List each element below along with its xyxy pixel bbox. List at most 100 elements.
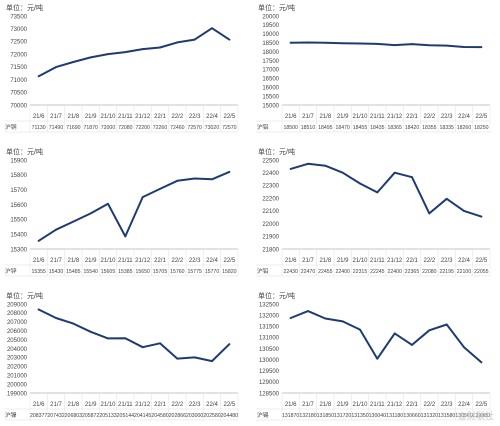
- x-tick-label: 22/3: [189, 114, 201, 120]
- data-label: 18420: [405, 125, 420, 131]
- data-point: [480, 46, 483, 49]
- data-label: 15650: [135, 269, 150, 275]
- data-point: [480, 361, 483, 364]
- data-point: [289, 41, 292, 44]
- data-label: 205144: [117, 413, 134, 419]
- data-point: [193, 38, 196, 41]
- x-tick-label: 21/11: [370, 402, 385, 408]
- y-tick-label: 132000: [259, 313, 280, 319]
- y-tick-label: 199000: [7, 391, 28, 397]
- data-label: 18435: [370, 125, 385, 131]
- table-row-label: 沪铜: [5, 123, 17, 131]
- x-tick-label: 21/11: [370, 114, 385, 120]
- x-tick-label: 22/2: [171, 258, 183, 264]
- data-label: 130560: [455, 413, 472, 419]
- data-point: [228, 38, 231, 41]
- data-label: 22100: [457, 269, 472, 275]
- x-tick-label: 22/1: [406, 258, 418, 264]
- x-tick-label: 22/3: [441, 114, 453, 120]
- y-tick-label: 72500: [10, 40, 27, 46]
- data-label: 71130: [32, 125, 46, 131]
- data-point: [428, 44, 431, 47]
- data-label: 206803: [65, 413, 82, 419]
- x-tick-label: 21/7: [50, 402, 62, 408]
- data-point: [341, 320, 344, 323]
- data-label: 18455: [353, 125, 368, 131]
- y-tick-label: 16000: [262, 86, 279, 92]
- data-label: 22400: [335, 269, 350, 275]
- x-tick-label: 22/1: [154, 258, 166, 264]
- data-point: [107, 53, 109, 56]
- data-label: 22455: [318, 269, 333, 275]
- data-point: [228, 343, 231, 346]
- data-point: [124, 235, 127, 238]
- data-label: 15540: [83, 269, 98, 275]
- data-label: 208377: [30, 413, 47, 419]
- y-tick-label: 204000: [7, 347, 28, 353]
- data-point: [324, 41, 327, 44]
- table-row-label: 沪铅: [257, 267, 269, 275]
- data-point: [289, 168, 292, 170]
- table-row-label: 沪锌: [5, 267, 17, 275]
- series-line: [289, 310, 483, 364]
- data-point: [359, 42, 361, 45]
- data-label: 15775: [187, 269, 202, 275]
- y-tick-label: 200000: [7, 382, 28, 388]
- x-tick-label: 21/12: [387, 258, 403, 264]
- x-tick-label: 21/8: [67, 258, 79, 264]
- y-tick-label: 20000: [262, 14, 279, 20]
- data-label: 202866: [169, 413, 186, 419]
- data-point: [107, 202, 109, 205]
- x-tick-label: 22/3: [441, 402, 453, 408]
- x-tick-label: 22/5: [223, 402, 235, 408]
- data-point: [324, 317, 327, 320]
- x-tick-label: 21/12: [135, 114, 151, 120]
- y-tick-label: 203000: [7, 356, 28, 362]
- data-label: 22365: [405, 269, 420, 275]
- data-label: 205872: [82, 413, 99, 419]
- data-point: [428, 329, 431, 332]
- unit-label: 单位：元/吨: [6, 291, 43, 300]
- x-tick-label: 22/4: [206, 258, 218, 264]
- data-label: 18335: [439, 125, 454, 131]
- data-point: [445, 44, 448, 47]
- x-tick-label: 21/8: [67, 114, 79, 120]
- data-label: 15385: [118, 269, 133, 275]
- data-point: [37, 75, 40, 78]
- data-label: 131580: [438, 413, 455, 419]
- data-label: 204145: [134, 413, 151, 419]
- unit-label: 单位：元/吨: [6, 3, 43, 12]
- y-tick-label: 130500: [259, 347, 280, 353]
- data-label: 15485: [66, 269, 81, 275]
- y-tick-label: 205000: [7, 338, 28, 344]
- data-label: 22245: [370, 269, 385, 275]
- y-tick-label: 18500: [262, 41, 279, 47]
- data-label: 71490: [49, 125, 64, 131]
- x-tick-label: 22/4: [458, 114, 470, 120]
- data-label: 205133: [99, 413, 116, 419]
- data-point: [307, 162, 309, 165]
- unit-label: 单位：元/吨: [258, 147, 295, 156]
- data-label: 131320: [421, 413, 438, 419]
- x-tick-label: 22/3: [441, 258, 453, 264]
- x-tick-label: 22/1: [154, 402, 166, 408]
- data-point: [393, 44, 396, 47]
- data-point: [411, 176, 413, 179]
- x-tick-label: 21/6: [33, 114, 45, 120]
- data-label: 18365: [387, 125, 402, 131]
- data-label: 15605: [101, 269, 116, 275]
- y-tick-label: 73500: [10, 14, 27, 20]
- chart-panel-4: 单位：元/吨 21800 21900 22000 22100 22200 22300 2240…: [256, 147, 491, 277]
- table-row-label: 沪锡: [257, 411, 269, 419]
- data-point: [193, 356, 196, 359]
- series-line: [37, 170, 231, 242]
- data-point: [55, 228, 57, 231]
- data-point: [72, 322, 75, 325]
- data-label: 22400: [387, 269, 402, 275]
- x-tick-label: 21/9: [337, 258, 349, 264]
- data-point: [480, 215, 483, 218]
- data-point: [141, 48, 144, 50]
- y-tick-label: 21900: [262, 235, 279, 241]
- x-tick-label: 22/4: [458, 402, 470, 408]
